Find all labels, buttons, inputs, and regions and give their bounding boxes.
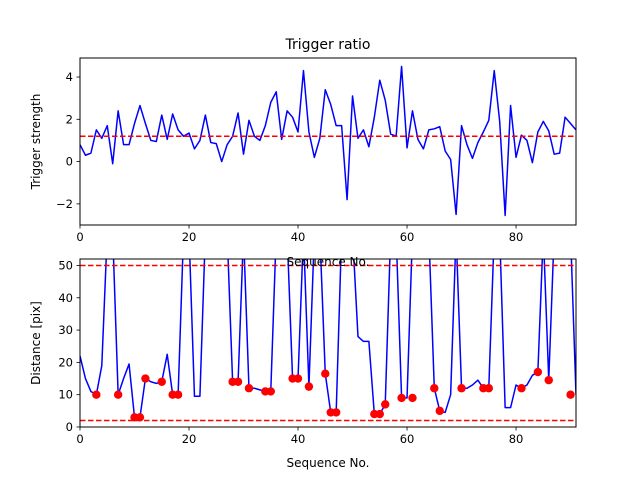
data-point: [430, 384, 439, 393]
x-tick-label: 40: [291, 230, 306, 244]
y-tick-label: 30: [58, 323, 73, 337]
x-axis-label: Sequence No.: [287, 456, 370, 470]
y-tick-label: 0: [66, 420, 73, 434]
y-tick-label: 0: [66, 155, 73, 169]
data-point: [141, 374, 150, 383]
clipped-plot-area: [80, 65, 576, 217]
x-axis-label: Sequence No.: [287, 255, 370, 269]
data-point: [375, 409, 384, 419]
y-axis-label: Distance [pix]: [29, 301, 43, 385]
data-point: [266, 387, 275, 396]
y-tick-label: 2: [66, 112, 73, 126]
y-tick-label: 40: [58, 291, 73, 305]
trigger-ratio-panel: Trigger ratio 0 20 40 60 80 −2 0 2 4 Trigger str…: [29, 37, 577, 244]
x-tick-label: 60: [400, 432, 415, 446]
data-point: [157, 377, 166, 386]
chart-title: Trigger ratio: [284, 37, 370, 53]
y-tick-label: 4: [66, 70, 73, 84]
data-point: [233, 377, 243, 386]
series-line: [80, 259, 576, 419]
ticks-layer: 0 20 40 60 80 −2 0 2 4: [56, 70, 523, 244]
data-point: [397, 393, 406, 403]
plot-layer: [80, 65, 576, 217]
y-tick-label: 10: [58, 388, 73, 402]
x-tick-label: 80: [509, 230, 524, 244]
plot-layer: [80, 259, 576, 422]
x-tick-label: 0: [76, 230, 83, 244]
data-point: [244, 384, 254, 393]
data-point: [517, 384, 526, 393]
data-point: [435, 406, 444, 416]
ticks-layer: 0 20 40 60 80 0 10 20 30 40 50: [58, 258, 523, 446]
data-point: [331, 408, 341, 417]
data-point: [321, 369, 330, 378]
x-tick-label: 0: [76, 432, 83, 446]
x-tick-label: 80: [509, 432, 524, 446]
series-line: [80, 65, 576, 217]
data-point: [533, 367, 543, 377]
distance-panel: 0 20 40 60 80 0 10 20 30 40 50 Distance [pix] Sequ…: [29, 258, 577, 470]
data-point: [408, 393, 417, 403]
data-point: [113, 390, 123, 399]
plot-frame: [79, 258, 577, 428]
y-tick-label: −2: [56, 197, 73, 211]
x-tick-label: 60: [400, 230, 415, 244]
data-point: [457, 384, 466, 393]
data-point: [544, 375, 553, 385]
data-point: [92, 390, 101, 399]
data-point: [381, 400, 390, 409]
data-point: [293, 374, 303, 383]
x-tick-label: 20: [182, 230, 197, 244]
data-point: [304, 382, 314, 391]
plot-frame: [79, 57, 577, 226]
data-point: [173, 390, 183, 399]
x-tick-label: 20: [182, 432, 197, 446]
clipped-plot-area: [80, 259, 576, 422]
y-axis-label: Trigger strength: [29, 94, 43, 191]
y-tick-label: 50: [58, 258, 73, 272]
data-point: [135, 413, 145, 422]
data-point: [566, 390, 575, 399]
x-tick-label: 40: [291, 432, 306, 446]
data-point: [484, 384, 493, 393]
y-tick-label: 20: [58, 355, 73, 369]
